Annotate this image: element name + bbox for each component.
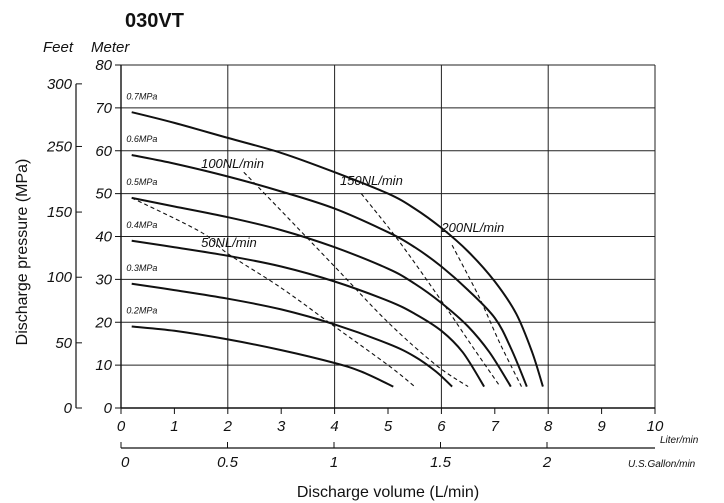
x-tick-label: 0 bbox=[117, 418, 126, 435]
x2-tick-label: 0.5 bbox=[217, 454, 239, 471]
series-line-0-2mpa bbox=[131, 325, 394, 388]
series-line-150nl-min bbox=[360, 193, 501, 387]
series-layer bbox=[131, 111, 544, 388]
chart-title: 030VT bbox=[125, 10, 184, 32]
y-tick-label: 80 bbox=[95, 57, 112, 74]
series-line-0-6mpa bbox=[131, 154, 528, 387]
series-label: 0.6MPa bbox=[126, 134, 157, 144]
series-label: 50NL/min bbox=[201, 235, 257, 250]
x-tick-label: 2 bbox=[223, 418, 233, 435]
series-label-layer: 0.7MPa 0.6MPa 0.5MPa 0.4MPa 0.3MPa 0.2MPa 50NL… bbox=[126, 91, 504, 315]
y2-tick-label: 250 bbox=[46, 138, 73, 155]
x-tick-label: 10 bbox=[647, 418, 664, 435]
y-tick-label: 50 bbox=[95, 186, 112, 203]
series-label: 0.2MPa bbox=[126, 306, 157, 316]
series-line-200nl-min bbox=[451, 244, 522, 387]
y2-tick-label: 150 bbox=[47, 204, 73, 221]
series-line-50nl-min bbox=[131, 197, 416, 388]
x-tick-label: 1 bbox=[170, 418, 178, 435]
y-tick-label: 40 bbox=[95, 229, 112, 246]
y-tick-label: 0 bbox=[104, 400, 113, 417]
x-tick-label: 8 bbox=[544, 418, 553, 435]
series-label: 0.5MPa bbox=[126, 177, 157, 187]
y-tick-label: 20 bbox=[94, 314, 112, 331]
y-tick-label: 70 bbox=[95, 100, 112, 117]
x-tick-label: 6 bbox=[437, 418, 446, 435]
grid bbox=[121, 64, 656, 408]
series-line-0-7mpa bbox=[131, 111, 544, 387]
x-tick-label: 5 bbox=[384, 418, 393, 435]
x-tick-label: 9 bbox=[597, 418, 606, 435]
series-line-100nl-min bbox=[243, 171, 469, 388]
x2-unit-label: U.S.Gallon/min bbox=[628, 459, 696, 470]
y-tick-label: 10 bbox=[95, 357, 112, 374]
series-label: 100NL/min bbox=[201, 156, 264, 171]
x-tick-label: 7 bbox=[491, 418, 500, 435]
y2-tick-label: 300 bbox=[47, 76, 73, 93]
x-tick-label: 4 bbox=[330, 418, 338, 435]
series-line-0-4mpa bbox=[131, 239, 485, 388]
y2-unit-label: Feet bbox=[43, 39, 74, 56]
y-tick-label: 60 bbox=[95, 143, 112, 160]
y2-tick-label: 50 bbox=[55, 335, 72, 352]
series-line-0-3mpa bbox=[131, 282, 453, 388]
y2-tick-label: 100 bbox=[47, 269, 73, 286]
y-unit-label: Meter bbox=[91, 39, 130, 56]
x2-tick-label: 1 bbox=[330, 454, 338, 471]
series-line-0-5mpa bbox=[131, 196, 512, 388]
y2-tick-label: 0 bbox=[64, 400, 73, 417]
x2-tick-label: 2 bbox=[542, 454, 552, 471]
series-label: 0.3MPa bbox=[126, 263, 157, 273]
series-label: 150NL/min bbox=[340, 173, 403, 188]
x2-tick-label: 0 bbox=[121, 454, 130, 471]
x-unit-label: Liter/min bbox=[660, 435, 699, 446]
x2-tick-label: 1.5 bbox=[430, 454, 452, 471]
series-label: 0.4MPa bbox=[126, 220, 157, 230]
x-tick-label: 3 bbox=[277, 418, 286, 435]
y-tick-label: 30 bbox=[95, 271, 112, 288]
series-label: 0.7MPa bbox=[126, 91, 157, 101]
series-label: 200NL/min bbox=[440, 220, 504, 235]
x-axis-title: Discharge volume (L/min) bbox=[297, 484, 479, 501]
y-axis-title: Discharge pressure (MPa) bbox=[14, 159, 31, 346]
